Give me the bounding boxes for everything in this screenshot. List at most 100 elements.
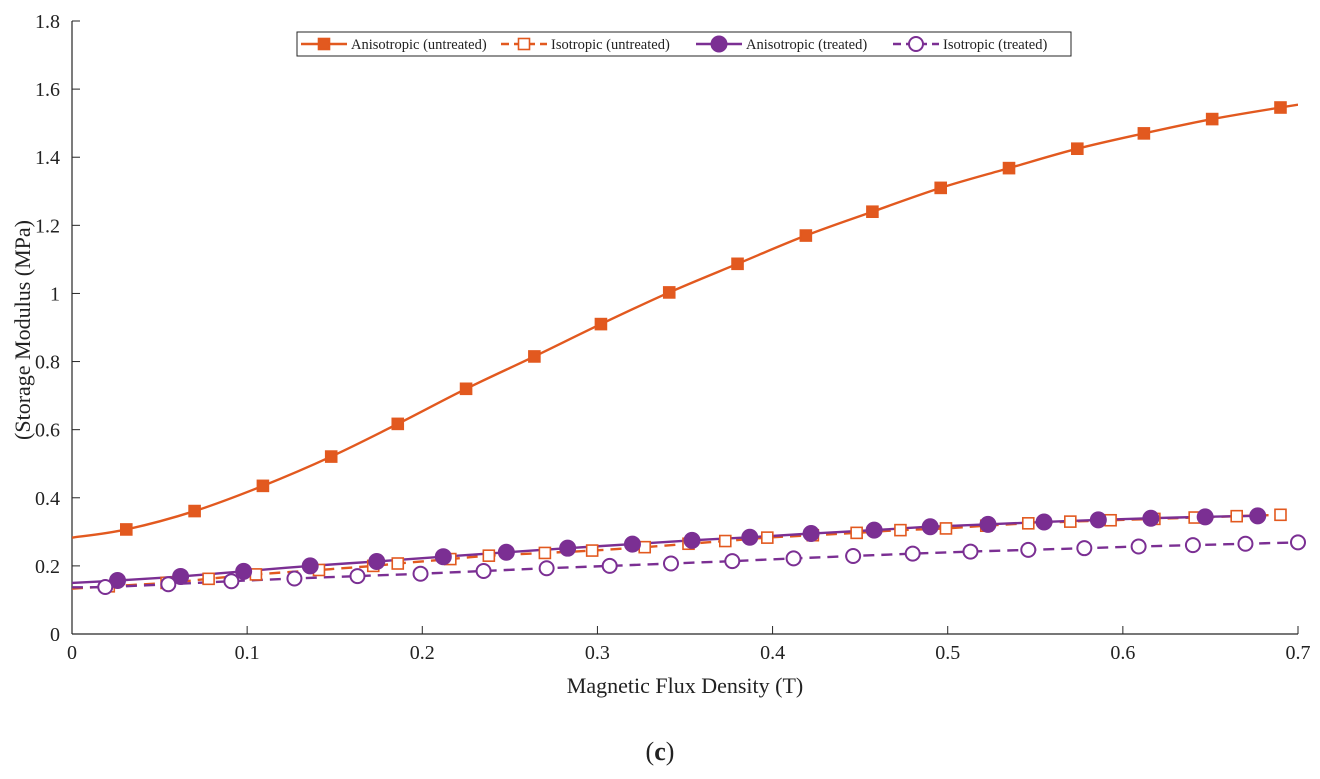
series-line-1 (72, 103, 1298, 539)
x-tick-label: 0 (67, 642, 77, 664)
data-point-series-1 (528, 350, 541, 363)
y-tick-label: 0.6 (35, 420, 60, 442)
data-point-series-3 (802, 525, 820, 543)
data-point-series-2 (894, 523, 907, 537)
data-point-series-1 (731, 257, 744, 271)
data-point-series-1 (256, 479, 270, 493)
data-point-series-4 (349, 568, 366, 585)
legend-label: Anisotropic (treated) (746, 37, 867, 53)
data-point-series-2 (1230, 509, 1243, 523)
legend: Anisotropic (untreated) Isotropic (untrea… (296, 31, 1072, 57)
data-point-series-3 (623, 535, 641, 553)
series-line-4 (72, 541, 1298, 589)
data-point-series-2 (761, 531, 774, 544)
panel-label-letter: c (654, 737, 666, 766)
data-point-series-2 (391, 557, 405, 570)
data-point-series-1 (188, 504, 201, 518)
data-point-series-1 (594, 317, 608, 331)
legend-marker-swatch (908, 36, 924, 52)
legend-entry-1: Anisotropic (untreated) (301, 37, 487, 53)
panel-label-close: ) (666, 737, 675, 766)
data-point-series-4 (1237, 535, 1254, 552)
legend-label: Anisotropic (untreated) (351, 37, 487, 53)
legend-entry-2: Isotropic (untreated) (501, 37, 670, 53)
data-point-series-1 (866, 205, 879, 219)
data-point-series-3 (1196, 508, 1214, 526)
data-point-series-1 (391, 417, 405, 431)
data-point-series-3 (109, 572, 127, 590)
data-point-series-4 (475, 562, 492, 579)
legend-marker-swatch (710, 35, 728, 53)
data-point-series-3 (683, 531, 701, 549)
data-point-series-2 (202, 572, 215, 586)
data-point-series-1 (1002, 161, 1016, 175)
data-point-series-1 (662, 286, 676, 299)
data-point-series-3 (741, 528, 759, 546)
data-point-series-4 (286, 570, 303, 587)
data-point-series-3 (235, 562, 253, 580)
data-point-series-4 (1184, 537, 1201, 554)
data-point-series-4 (724, 553, 741, 570)
data-point-series-3 (865, 521, 883, 539)
data-point-series-3 (921, 518, 939, 536)
data-point-series-4 (412, 565, 429, 582)
data-point-series-3 (172, 567, 190, 585)
data-point-series-4 (97, 579, 114, 596)
data-point-series-4 (1076, 540, 1093, 557)
data-point-series-1 (459, 382, 473, 396)
data-point-series-4 (601, 557, 618, 574)
legend-label: Isotropic (treated) (943, 37, 1047, 53)
legend-box (296, 31, 1072, 57)
y-tick-label: 1 (50, 283, 60, 305)
x-tick-label: 0.6 (1110, 642, 1135, 664)
data-point-series-4 (904, 545, 921, 562)
legend-label: Isotropic (untreated) (551, 37, 670, 53)
data-point-series-4 (785, 550, 802, 567)
data-point-series-2 (1274, 508, 1287, 522)
data-point-series-2 (850, 526, 863, 540)
axes: 0 0.1 0.2 0.3 0.4 0.5 0.6 0.7 0 0.2 0.4 0.6 0.8 1 1.2 1… (35, 11, 1311, 664)
legend-marker-swatch (317, 37, 331, 51)
data-point-series-4 (662, 555, 679, 572)
y-tick-label: 1.4 (35, 147, 60, 169)
data-point-series-3 (497, 543, 515, 561)
y-tick-label: 0.4 (35, 488, 60, 510)
data-point-series-4 (1290, 534, 1306, 551)
data-point-series-3 (368, 552, 386, 570)
y-tick-label: 1.2 (35, 215, 60, 237)
series-line-2 (72, 513, 1281, 590)
x-tick-label: 0.5 (935, 642, 960, 664)
data-point-series-2 (585, 544, 599, 557)
data-point-series-3 (559, 539, 577, 557)
legend-entry-4: Isotropic (treated) (893, 36, 1047, 53)
x-tick-label: 0.1 (235, 642, 260, 664)
data-point-series-3 (434, 548, 452, 566)
data-point-series-2 (1021, 517, 1035, 530)
y-tick-label: 1.8 (35, 11, 60, 33)
data-point-series-3 (979, 515, 997, 533)
data-point-series-2 (482, 549, 496, 562)
data-point-series-2 (538, 546, 552, 560)
data-point-series-4 (1130, 538, 1147, 555)
y-axis-title: (Storage Modulus (MPa) (10, 220, 35, 440)
data-point-series-2 (718, 534, 732, 548)
data-point-series-1 (1205, 112, 1219, 126)
data-point-series-3 (1035, 513, 1053, 531)
x-tick-label: 0.2 (410, 642, 435, 664)
y-tick-label: 0 (50, 624, 60, 646)
x-tick-label: 0.4 (760, 642, 785, 664)
data-point-series-2 (1064, 515, 1077, 528)
x-tick-label: 0.7 (1286, 642, 1311, 664)
data-point-series-1 (1071, 142, 1084, 156)
panel-label-open: ( (646, 737, 655, 766)
panel-label: (c) (646, 737, 675, 766)
data-point-series-1 (799, 229, 813, 242)
data-point-series-1 (119, 523, 133, 536)
x-axis-title: Magnetic Flux Density (T) (567, 673, 803, 698)
data-point-series-4 (538, 560, 555, 577)
data-point-series-4 (160, 576, 177, 593)
data-point-series-1 (324, 450, 338, 463)
data-point-series-3 (1142, 509, 1160, 527)
